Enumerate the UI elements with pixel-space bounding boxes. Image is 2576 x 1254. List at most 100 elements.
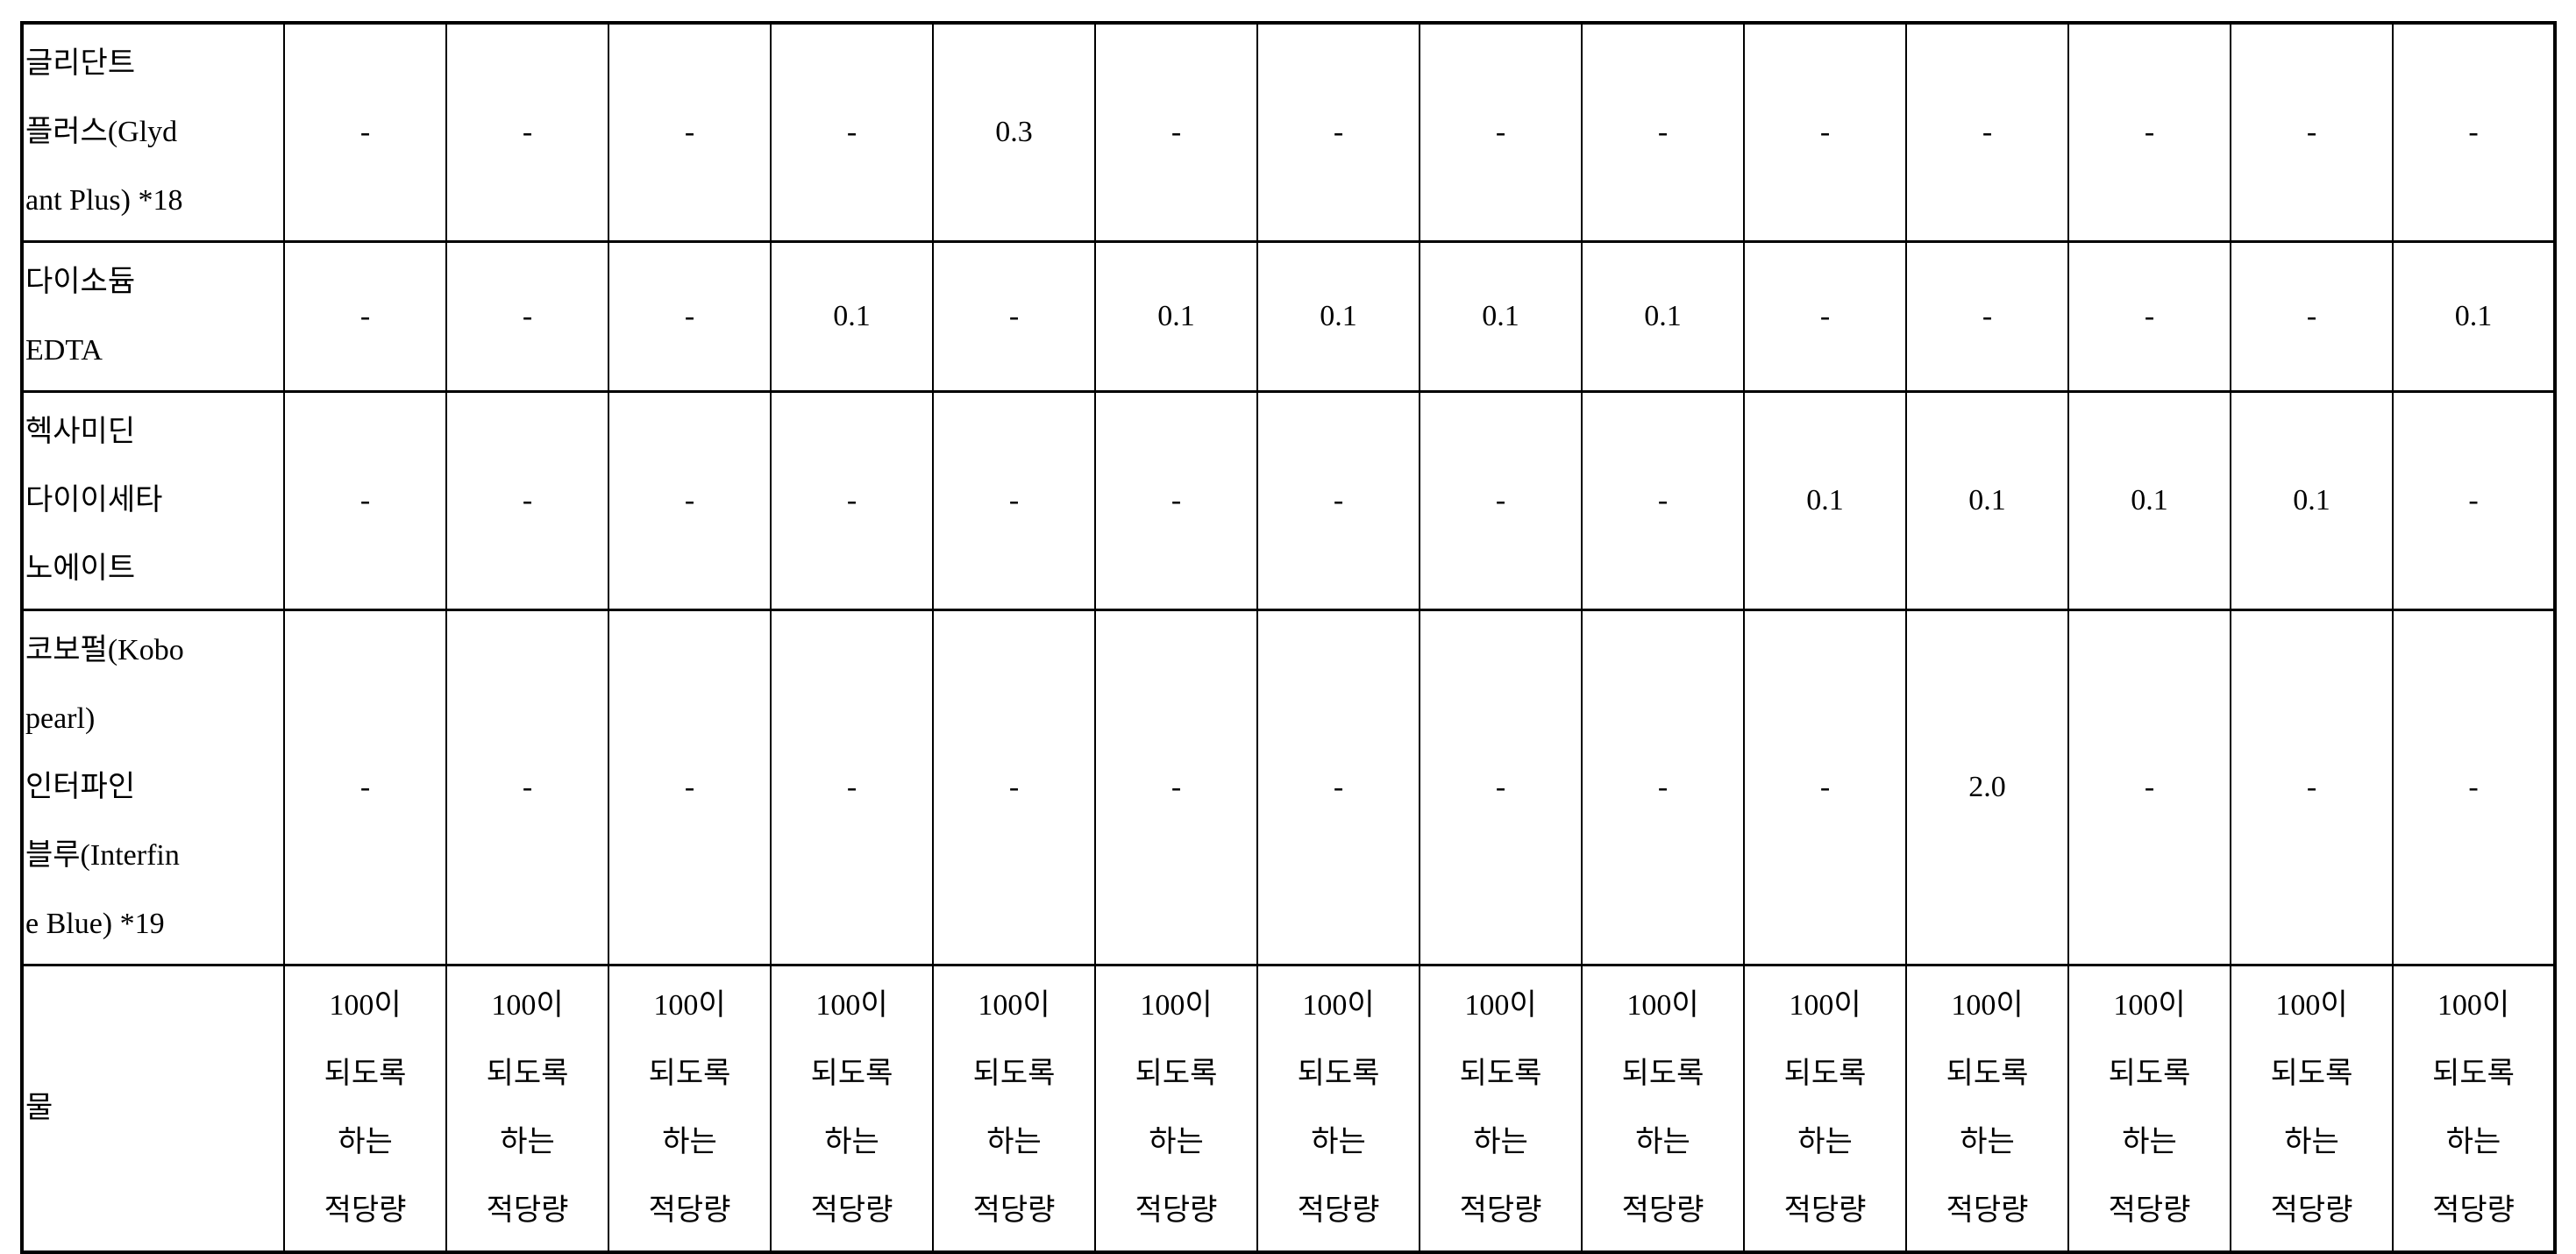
- row-label-line: 글리단트: [25, 47, 136, 80]
- value-cell-line: 되도록: [1459, 1058, 1542, 1090]
- value-cell: 100이 되도록 하는 적당량: [608, 964, 771, 1252]
- value-cell: 0.1: [2230, 390, 2393, 610]
- value-cell: 0.1: [1905, 390, 2068, 610]
- value-cell: 100이 되도록 하는 적당량: [1905, 964, 2068, 1252]
- row-label-line: 코보펄(Kobo: [25, 634, 184, 666]
- value-cell: -: [1419, 609, 1582, 965]
- value-cell: -: [2230, 609, 2393, 965]
- value-cell-line: 하는: [1311, 1126, 1366, 1158]
- value-cell-line: 적당량: [2108, 1194, 2191, 1227]
- value-cell-line: 100이: [978, 989, 1050, 1022]
- value-cell-line: 100이: [1464, 989, 1537, 1022]
- row-label: 코보펄(Kobo pearl) 인터파인 블루(Interfin e Blue) *19: [21, 609, 284, 965]
- value-cell-line: 되도록: [1946, 1058, 2029, 1090]
- value-cell: -: [1256, 21, 1420, 242]
- table-row: 다이소듐 EDTA - - -0.1-0.1 0.1 0.1 0.1- - - -0.1: [21, 240, 2555, 392]
- row-label: 글리단트 플러스(Glyd ant Plus) *18: [21, 21, 284, 242]
- value-cell-line: 100이: [491, 989, 564, 1022]
- value-cell: -: [1419, 390, 1582, 610]
- value-cell: -: [2392, 21, 2555, 242]
- value-cell-line: 되도록: [972, 1058, 1056, 1090]
- value-cell: -: [1256, 609, 1420, 965]
- value-cell: -: [1905, 240, 2068, 392]
- value-cell: 0.1: [1094, 240, 1257, 392]
- value-cell: -: [1743, 240, 1906, 392]
- value-cell-line: 적당량: [2432, 1194, 2515, 1227]
- value-cell: -: [1581, 21, 1744, 242]
- row-label: 물: [21, 964, 284, 1252]
- value-cell: 100이 되도록 하는 적당량: [2230, 964, 2393, 1252]
- row-label: 헥사미딘 다이이세타 노에이트: [21, 390, 284, 610]
- value-cell: -: [2067, 21, 2231, 242]
- value-cell: -: [2067, 609, 2231, 965]
- value-cell-line: 되도록: [810, 1058, 893, 1090]
- value-cell: -: [2392, 609, 2555, 965]
- value-cell: -: [1094, 21, 1257, 242]
- value-cell: -: [445, 390, 608, 610]
- value-cell: -: [2230, 21, 2393, 242]
- value-cell-line: 되도록: [1297, 1058, 1380, 1090]
- table-row: 글리단트 플러스(Glyd ant Plus) *18- - - -0.3- - - - - - - -…: [21, 21, 2555, 242]
- row-label-line: 플러스(Glyd: [25, 116, 178, 148]
- value-cell-line: 하는: [824, 1126, 879, 1158]
- value-cell-line: 적당량: [486, 1194, 569, 1227]
- value-cell: -: [1581, 390, 1744, 610]
- row-label-line: 인터파인: [25, 771, 136, 803]
- value-cell: -: [1094, 609, 1257, 965]
- value-cell: 100이 되도록 하는 적당량: [283, 964, 446, 1252]
- value-cell: -: [770, 21, 933, 242]
- value-cell: 0.1: [1581, 240, 1744, 392]
- value-cell-line: 하는: [500, 1126, 555, 1158]
- table-row: 코보펄(Kobo pearl) 인터파인 블루(Interfin e Blue) *19…: [21, 609, 2555, 965]
- row-label-line: 다이소듐: [25, 266, 136, 298]
- value-cell-line: 적당량: [972, 1194, 1056, 1227]
- value-cell-line: 되도록: [2270, 1058, 2353, 1090]
- row-label-line: EDTA: [25, 334, 103, 367]
- value-cell-line: 적당량: [324, 1194, 407, 1227]
- row-label-line: 물: [25, 1092, 53, 1124]
- value-cell-line: 100이: [815, 989, 888, 1022]
- value-cell-line: 하는: [1960, 1126, 2015, 1158]
- value-cell-line: 하는: [986, 1126, 1042, 1158]
- value-cell: -: [770, 609, 933, 965]
- value-cell-line: 되도록: [2108, 1058, 2191, 1090]
- value-cell: -: [1419, 21, 1582, 242]
- row-label-line: pearl): [25, 702, 96, 735]
- value-cell-line: 100이: [1789, 989, 1861, 1022]
- value-cell-line: 100이: [1626, 989, 1699, 1022]
- value-cell-line: 하는: [2122, 1126, 2177, 1158]
- value-cell-line: 100이: [1140, 989, 1213, 1022]
- value-cell: -: [445, 609, 608, 965]
- value-cell-line: 되도록: [486, 1058, 569, 1090]
- value-cell: 0.1: [2392, 240, 2555, 392]
- value-cell: -: [770, 390, 933, 610]
- value-cell-line: 100이: [1951, 989, 2024, 1022]
- row-label-line: 다이이세타: [25, 484, 163, 517]
- value-cell: 100이 되도록 하는 적당량: [2067, 964, 2231, 1252]
- value-cell: -: [445, 240, 608, 392]
- value-cell-line: 적당량: [1297, 1194, 1380, 1227]
- value-cell: 0.3: [932, 21, 1095, 242]
- value-cell: 0.1: [770, 240, 933, 392]
- value-cell: -: [932, 609, 1095, 965]
- value-cell: -: [1743, 609, 1906, 965]
- value-cell-line: 100이: [2437, 989, 2510, 1022]
- value-cell: -: [2067, 240, 2231, 392]
- document-page: 글리단트 플러스(Glyd ant Plus) *18- - - -0.3- - - - - - - -…: [20, 21, 2557, 1254]
- value-cell: -: [445, 21, 608, 242]
- value-cell-line: 적당량: [1135, 1194, 1218, 1227]
- value-cell: -: [1581, 609, 1744, 965]
- value-cell-line: 하는: [1149, 1126, 1204, 1158]
- value-cell-line: 하는: [1473, 1126, 1528, 1158]
- value-cell-line: 적당량: [648, 1194, 731, 1227]
- value-cell-line: 되도록: [1621, 1058, 1704, 1090]
- value-cell: 100이 되도록 하는 적당량: [2392, 964, 2555, 1252]
- value-cell-line: 적당량: [810, 1194, 893, 1227]
- value-cell: 0.1: [1743, 390, 1906, 610]
- value-cell: -: [1743, 21, 1906, 242]
- value-cell: -: [283, 240, 446, 392]
- value-cell-line: 되도록: [648, 1058, 731, 1090]
- table-row: 헥사미딘 다이이세타 노에이트 - - - - - - - - -0.1 0.1 0.1 0.1-: [21, 390, 2555, 610]
- value-cell-line: 되도록: [1135, 1058, 1218, 1090]
